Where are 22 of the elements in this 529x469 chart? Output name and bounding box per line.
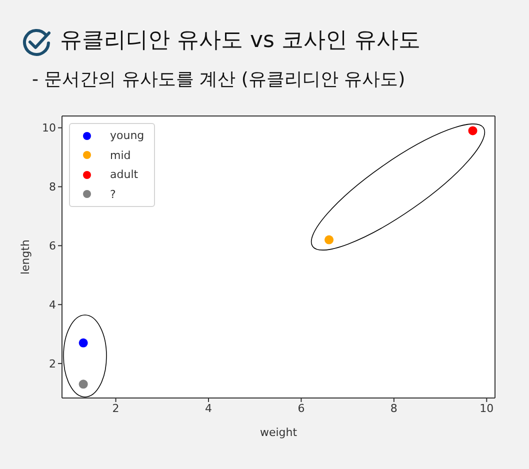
legend-label: adult [110,167,138,183]
x-tick-label: 4 [204,402,212,415]
chart-subtitle: - 문서간의 유사도를 계산 (유클리디안 유사도) [32,68,406,91]
y-tick-label: 4 [49,298,56,312]
legend-label: young [110,128,144,144]
x-tick-label: 2 [112,402,120,415]
y-tick-label: 6 [49,240,56,253]
point [324,235,334,244]
point [78,380,88,389]
x-tick-label: 6 [298,402,305,415]
y-axis-title: length [18,239,32,275]
legend-label: mid [110,148,131,164]
y-tick-label: 8 [49,180,56,194]
point [468,126,478,136]
legend-label: ? [110,186,116,202]
x-axis-title: weight [260,426,298,439]
y-tick-label: 2 [49,357,56,370]
x-tick-label: 10 [480,402,494,415]
point [78,338,88,348]
x-tick-label: 8 [390,402,398,415]
chart-title: 유클리디안 유사도 vs 코사인 유사도 [60,27,420,55]
y-tick-label: 10 [42,122,56,135]
